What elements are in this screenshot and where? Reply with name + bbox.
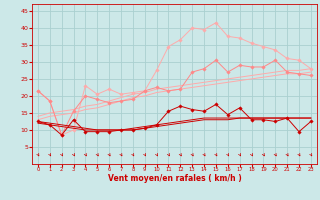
X-axis label: Vent moyen/en rafales ( km/h ): Vent moyen/en rafales ( km/h ) <box>108 174 241 183</box>
